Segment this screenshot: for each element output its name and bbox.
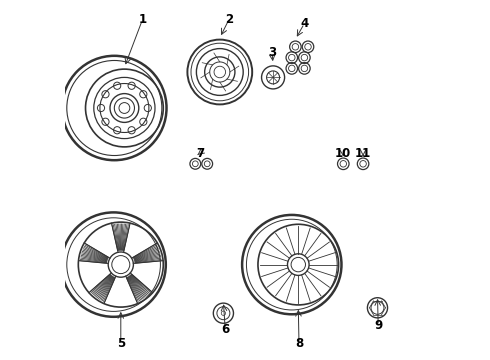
Text: 10: 10 — [335, 147, 351, 159]
Text: 2: 2 — [225, 13, 233, 26]
Text: 11: 11 — [355, 147, 371, 159]
Text: 1: 1 — [138, 13, 147, 26]
Text: 7: 7 — [196, 147, 204, 159]
Text: 3: 3 — [268, 46, 276, 59]
Text: 8: 8 — [295, 337, 303, 350]
Text: 6: 6 — [221, 323, 229, 336]
Text: 9: 9 — [374, 319, 382, 332]
Text: 5: 5 — [117, 337, 125, 350]
Text: 4: 4 — [300, 17, 309, 30]
